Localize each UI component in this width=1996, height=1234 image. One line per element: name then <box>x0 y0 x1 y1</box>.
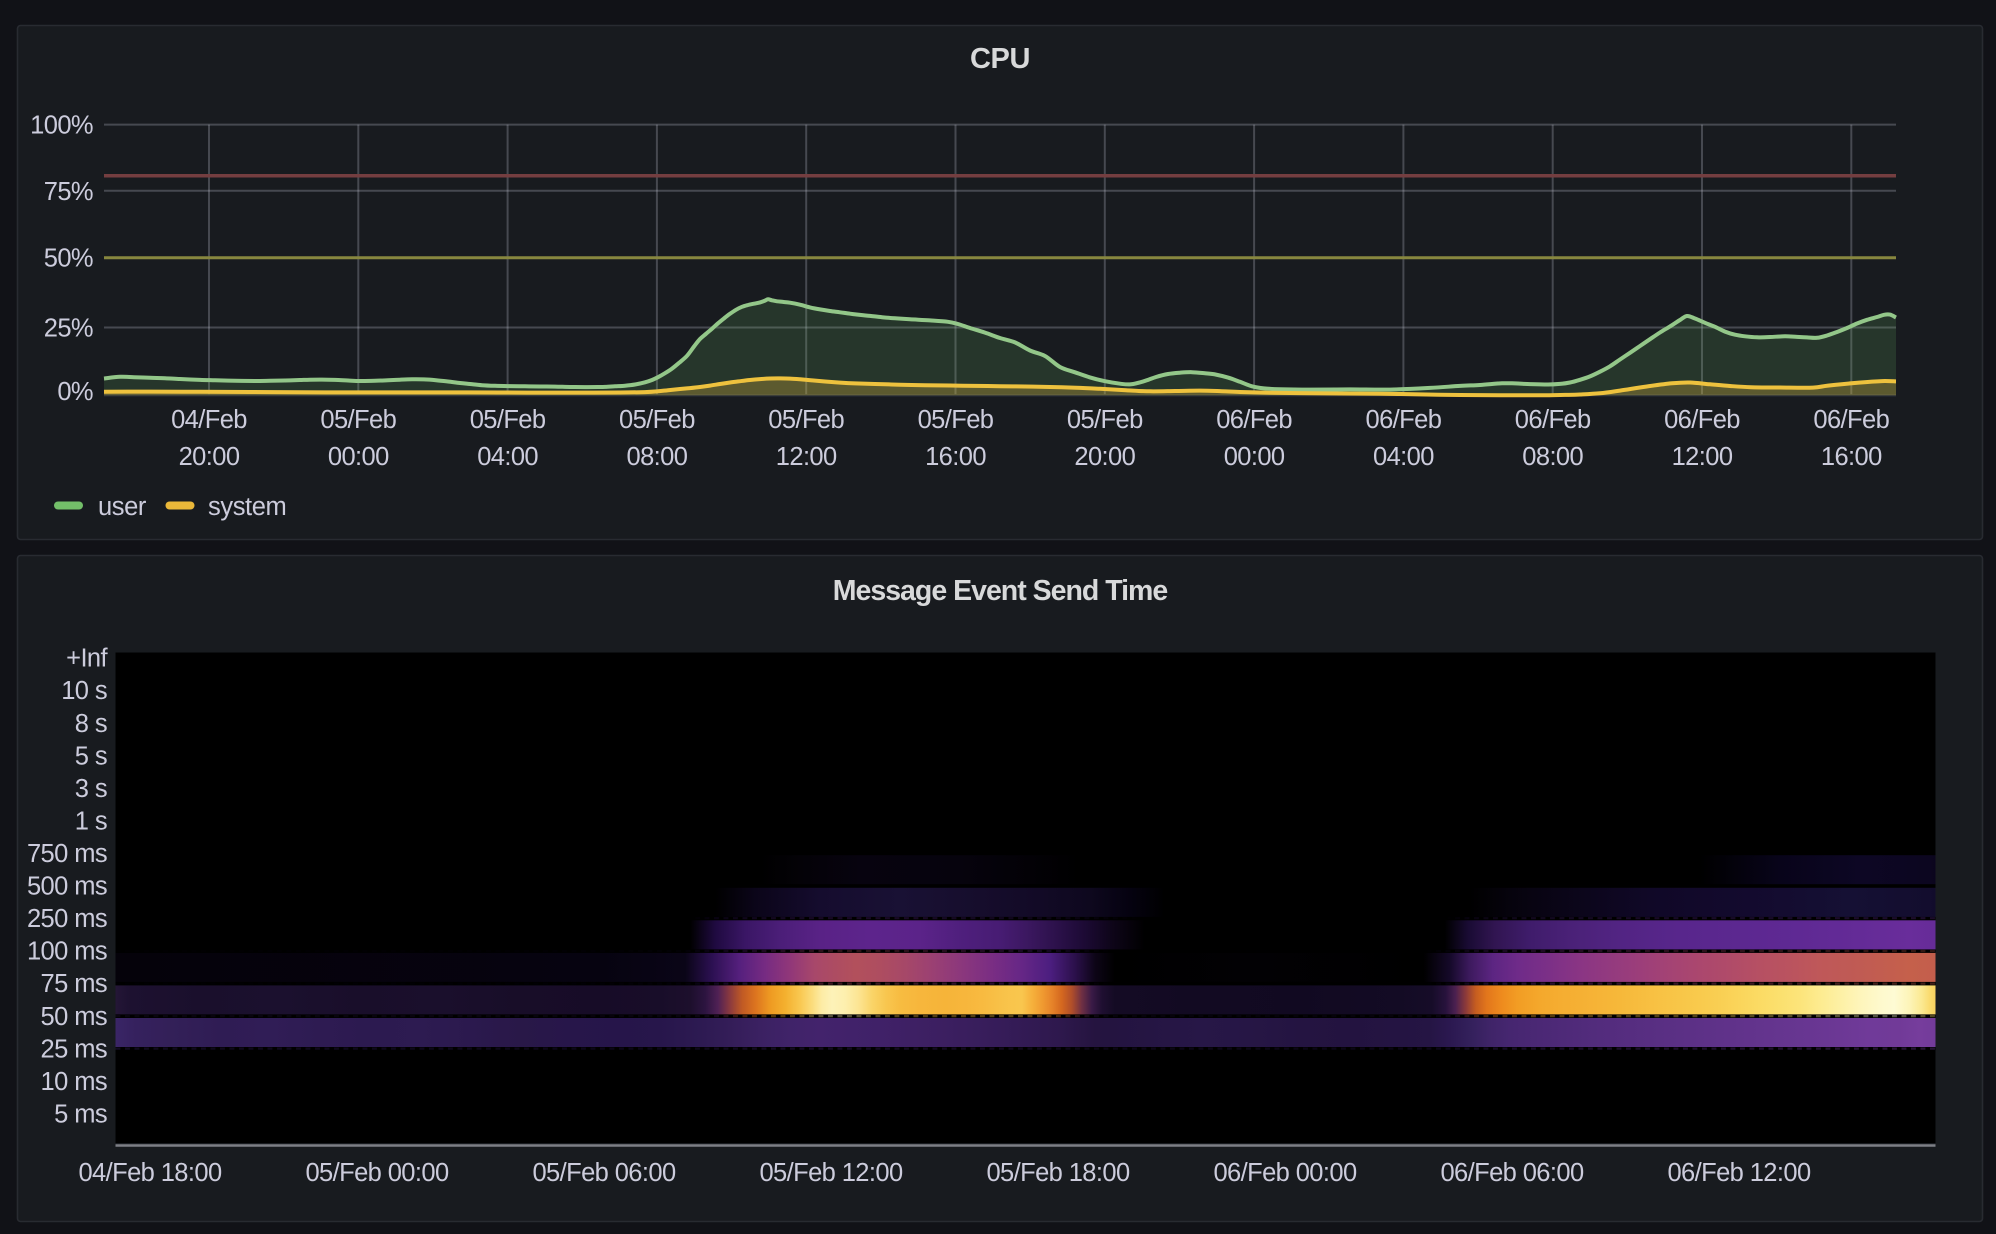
svg-text:50 ms: 50 ms <box>41 1003 107 1031</box>
svg-text:00:00: 00:00 <box>1224 443 1285 471</box>
svg-text:06/Feb: 06/Feb <box>1216 406 1292 434</box>
svg-text:08:00: 08:00 <box>626 443 687 471</box>
svg-text:20:00: 20:00 <box>1074 443 1135 471</box>
svg-text:12:00: 12:00 <box>776 443 837 471</box>
svg-text:750 ms: 750 ms <box>27 840 107 868</box>
svg-text:12:00: 12:00 <box>1672 443 1733 471</box>
svg-text:25 ms: 25 ms <box>41 1035 107 1063</box>
svg-text:100 ms: 100 ms <box>27 938 107 966</box>
svg-text:05/Feb 12:00: 05/Feb 12:00 <box>759 1159 903 1187</box>
svg-text:user: user <box>98 493 147 521</box>
svg-text:05/Feb 06:00: 05/Feb 06:00 <box>532 1159 676 1187</box>
svg-text:06/Feb 06:00: 06/Feb 06:00 <box>1440 1159 1584 1187</box>
svg-text:25%: 25% <box>44 315 93 343</box>
svg-text:75 ms: 75 ms <box>41 970 107 998</box>
svg-text:05/Feb: 05/Feb <box>1067 406 1143 434</box>
svg-text:Message Event Send Time: Message Event Send Time <box>833 575 1168 607</box>
svg-text:04:00: 04:00 <box>1373 443 1434 471</box>
svg-text:04/Feb 18:00: 04/Feb 18:00 <box>78 1159 222 1187</box>
svg-text:250 ms: 250 ms <box>27 905 107 933</box>
svg-text:10 s: 10 s <box>61 677 107 705</box>
svg-text:04:00: 04:00 <box>477 443 538 471</box>
svg-text:system: system <box>208 493 286 521</box>
svg-text:16:00: 16:00 <box>1821 443 1882 471</box>
svg-text:16:00: 16:00 <box>925 443 986 471</box>
svg-text:08:00: 08:00 <box>1522 443 1583 471</box>
svg-text:05/Feb: 05/Feb <box>320 406 396 434</box>
svg-text:50%: 50% <box>44 245 93 273</box>
svg-text:05/Feb 00:00: 05/Feb 00:00 <box>305 1159 449 1187</box>
svg-text:8 s: 8 s <box>75 710 107 738</box>
svg-text:06/Feb: 06/Feb <box>1813 406 1889 434</box>
svg-text:5 s: 5 s <box>75 742 107 770</box>
svg-text:06/Feb: 06/Feb <box>1664 406 1740 434</box>
svg-text:3 s: 3 s <box>75 775 107 803</box>
svg-text:05/Feb 18:00: 05/Feb 18:00 <box>986 1159 1130 1187</box>
svg-text:05/Feb: 05/Feb <box>470 406 546 434</box>
svg-text:0%: 0% <box>57 378 93 406</box>
svg-text:06/Feb: 06/Feb <box>1366 406 1442 434</box>
svg-text:10 ms: 10 ms <box>41 1068 107 1096</box>
svg-text:CPU: CPU <box>970 43 1030 75</box>
svg-text:06/Feb 00:00: 06/Feb 00:00 <box>1213 1159 1357 1187</box>
svg-text:20:00: 20:00 <box>179 443 240 471</box>
svg-text:06/Feb: 06/Feb <box>1515 406 1591 434</box>
svg-text:100%: 100% <box>30 112 93 140</box>
svg-text:05/Feb: 05/Feb <box>918 406 994 434</box>
svg-text:+Inf: +Inf <box>66 645 108 673</box>
svg-text:500 ms: 500 ms <box>27 873 107 901</box>
svg-text:04/Feb: 04/Feb <box>171 406 247 434</box>
svg-text:75%: 75% <box>44 178 93 206</box>
svg-text:05/Feb: 05/Feb <box>619 406 695 434</box>
svg-text:1 s: 1 s <box>75 808 107 836</box>
svg-text:05/Feb: 05/Feb <box>768 406 844 434</box>
svg-text:00:00: 00:00 <box>328 443 389 471</box>
svg-text:06/Feb 12:00: 06/Feb 12:00 <box>1667 1159 1811 1187</box>
svg-text:5 ms: 5 ms <box>54 1100 107 1128</box>
